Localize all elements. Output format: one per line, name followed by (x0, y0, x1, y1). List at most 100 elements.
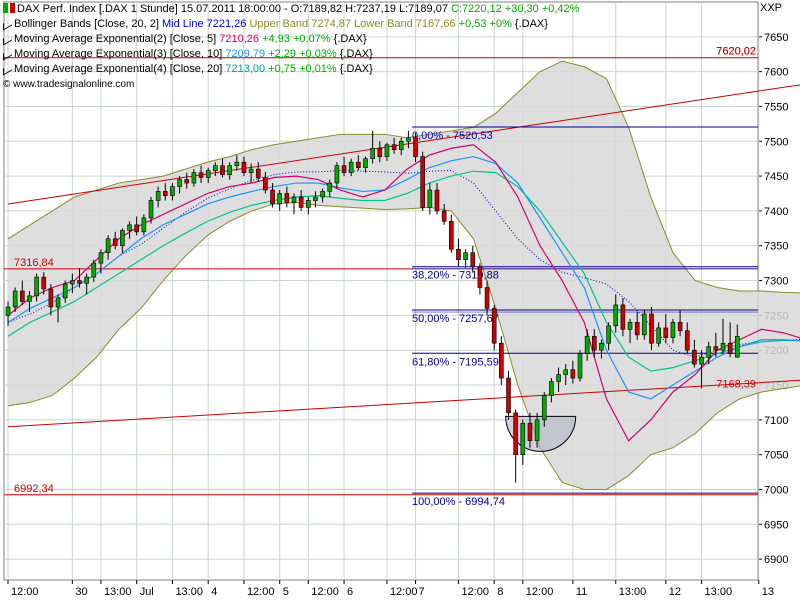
candle-body (448, 221, 454, 250)
indicator-line-icon (3, 18, 12, 31)
legend-ema5-suffix: {.DAX} (333, 33, 367, 45)
candle-body (613, 304, 619, 327)
y-tick-label: 7400 (764, 206, 788, 218)
candle-body (406, 137, 411, 142)
candle-body (692, 349, 697, 365)
legend-ema5[interactable]: Moving Average Exponential(2) [Close, 5]… (3, 32, 579, 47)
x-tick-label: 13 (762, 586, 774, 598)
y-tick-label: 7350 (764, 241, 788, 253)
candle-body (263, 177, 268, 191)
corner-label: XXP (759, 2, 782, 14)
legend-bollinger-prefix: Bollinger Bands [Close, 20, 2] (14, 18, 159, 30)
candle-body (427, 189, 433, 208)
candle-body (363, 158, 368, 169)
candle-body (384, 144, 390, 157)
candle-body (205, 170, 211, 178)
candle-body (391, 144, 397, 150)
candle-body (513, 412, 518, 455)
candle-body (327, 182, 333, 192)
candle-body (298, 196, 304, 208)
candle-body (677, 322, 683, 331)
candle-body (348, 161, 354, 173)
candle-body (377, 147, 383, 157)
legend-ema5-change: +4,93 +0,07% (262, 33, 331, 45)
candle-body (155, 191, 161, 201)
legend-ema10-prefix: Moving Average Exponential(3) [Close, 10… (14, 48, 223, 60)
candle-body (727, 342, 733, 354)
candle-body (520, 423, 526, 455)
copyright-text: © www.tradesignalonline.com (3, 79, 135, 90)
candle-body (112, 238, 118, 247)
candle-body (41, 276, 47, 290)
x-tick-label: 12:00 (390, 586, 418, 598)
bollinger-upper-line (7, 60, 800, 294)
candle-body (291, 196, 297, 203)
x-tick-label: 13:00 (175, 586, 203, 598)
candle-body (634, 322, 640, 336)
x-tick-label: 12 (669, 586, 681, 598)
x-tick-label: 6 (347, 586, 353, 598)
legend-ema5-value: 7210,26 (219, 33, 260, 45)
candle-body (506, 377, 511, 414)
candle-body (491, 308, 497, 344)
candle-body (413, 137, 418, 157)
legend-ema20-suffix: {.DAX} (339, 63, 373, 75)
legend-close: C:7220,12 +30,30 +0,42% (451, 3, 580, 15)
indicator-line-icon (3, 63, 12, 76)
legend-bollinger[interactable]: Bollinger Bands [Close, 20, 2] Mid Line … (3, 17, 579, 32)
fibonacci-label: 100,00% - 6994,74 (412, 496, 505, 508)
candle-body (484, 287, 490, 309)
x-tick-label: 13:00 (104, 586, 132, 598)
legend-bollinger-upper: Upper Band 7274,87 (249, 18, 351, 30)
legend-ema10-change: +2,29 +0,03% (268, 48, 337, 60)
candle-body (91, 262, 97, 278)
candlestick-icon (3, 3, 15, 13)
candle-body (305, 200, 311, 208)
legend-ema20-prefix: Moving Average Exponential(4) [Close, 20… (14, 63, 223, 75)
candle-body (184, 179, 190, 184)
candle-body (370, 147, 375, 159)
y-tick-label: 7550 (764, 101, 788, 113)
legend-ema10[interactable]: Moving Average Exponential(3) [Close, 10… (3, 47, 579, 62)
candle-body (577, 353, 583, 379)
candle-body (98, 252, 104, 264)
candle-body (642, 313, 647, 336)
candle-body (463, 252, 468, 260)
y-tick-label: 7600 (764, 67, 788, 79)
candle-body (241, 161, 247, 173)
candle-body (27, 295, 32, 302)
candle-body (649, 313, 654, 344)
trendline-label: 7168,39 (716, 379, 756, 391)
candle-body (198, 172, 204, 178)
fibonacci-label: 38,20% - 7319,88 (412, 270, 499, 282)
x-tick-label: 5 (283, 586, 289, 598)
candle-body (477, 266, 483, 288)
candle-body (713, 346, 719, 351)
fibonacci-label: 50,00% - 7257,67 (412, 313, 499, 325)
candle-body (48, 288, 54, 308)
candle-body (699, 356, 704, 365)
candle-body (556, 374, 561, 382)
candle-body (141, 217, 147, 233)
candle-body (356, 161, 361, 169)
candle-body (234, 161, 240, 166)
chart-legend: DAX Perf. Index [.DAX 1 Stunde] 15.07.20… (3, 2, 579, 77)
candle-body (734, 335, 740, 358)
candle-body (534, 419, 540, 442)
fibonacci-label: 61,80% - 7195,59 (412, 356, 499, 368)
candle-body (313, 196, 318, 201)
candle-body (213, 165, 218, 171)
y-tick-label: 7300 (764, 276, 788, 288)
support-level-label: 7316,84 (14, 257, 54, 269)
candle-body (105, 238, 111, 253)
candle-body (663, 327, 669, 338)
candle-body (584, 335, 590, 354)
candle-body (441, 210, 447, 222)
y-tick-label: 6950 (764, 519, 788, 531)
candle-body (341, 165, 347, 173)
ema-10-line (7, 155, 800, 400)
legend-ema20-change: +0,75 +0,01% (268, 63, 337, 75)
candle-body (12, 290, 18, 308)
legend-ema20[interactable]: Moving Average Exponential(4) [Close, 20… (3, 62, 579, 77)
